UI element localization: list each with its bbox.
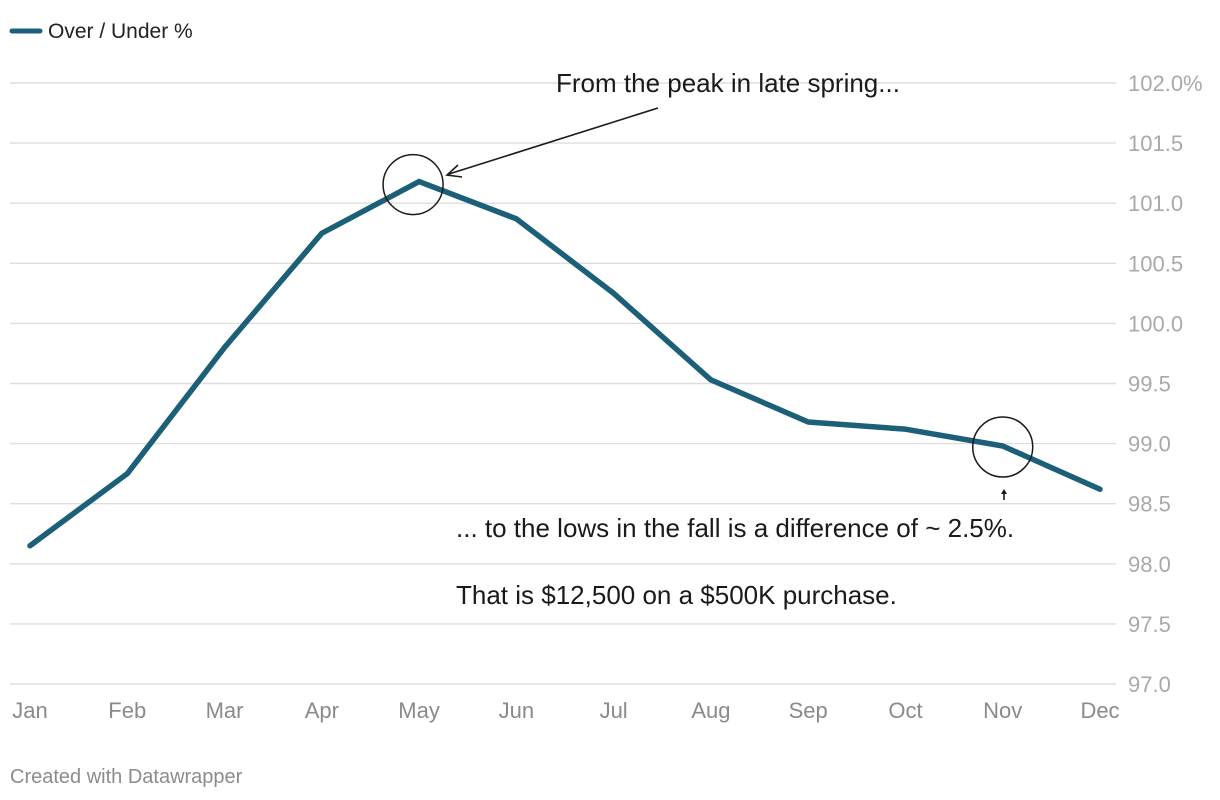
y-tick-label: 98.5 (1128, 492, 1171, 517)
x-tick-label: Jul (600, 698, 628, 723)
data-point (708, 377, 714, 383)
x-tick-label: Nov (983, 698, 1022, 723)
x-tick-label: Mar (206, 698, 244, 723)
credit-text: Created with Datawrapper (10, 766, 243, 788)
peak-arrow-head (445, 164, 463, 178)
data-point (1000, 443, 1006, 449)
x-axis-ticks: Jan Feb Mar Apr May Jun Jul Aug Sep Oct Nov Dec (12, 698, 1119, 723)
low-arrow-head (1001, 489, 1007, 494)
y-tick-label: 101.5 (1128, 131, 1183, 156)
data-point (319, 230, 325, 236)
peak-annotation-text: From the peak in late spring... (556, 68, 900, 98)
data-point (1097, 486, 1103, 492)
x-tick-label: Sep (789, 698, 828, 723)
series-line (27, 178, 1103, 549)
legend-label: Over / Under % (48, 20, 193, 43)
y-tick-label: 100.0 (1128, 311, 1183, 336)
data-point (513, 216, 519, 222)
x-tick-label: Jan (12, 698, 47, 723)
y-axis-ticks: 97.0 97.5 98.0 98.5 99.0 99.5 100.0 100.5 101.0 1… (1128, 71, 1203, 697)
y-tick-label: 98.0 (1128, 552, 1171, 577)
x-tick-label: Apr (305, 698, 339, 723)
x-tick-label: Aug (691, 698, 730, 723)
y-tick-label: 99.5 (1128, 372, 1171, 397)
data-point (611, 290, 617, 296)
x-tick-label: Oct (888, 698, 922, 723)
y-tick-label: 97.5 (1128, 612, 1171, 637)
y-tick-label: 102.0% (1128, 71, 1203, 96)
data-point (416, 179, 422, 185)
annotation-peak: From the peak in late spring... (382, 68, 900, 216)
x-tick-label: Dec (1080, 698, 1119, 723)
y-tick-label: 100.5 (1128, 251, 1183, 276)
peak-arrow-line (448, 107, 659, 175)
y-tick-label: 97.0 (1128, 672, 1171, 697)
x-tick-label: Feb (108, 698, 146, 723)
data-point (902, 426, 908, 432)
data-point (27, 543, 33, 549)
y-tick-label: 101.0 (1128, 191, 1183, 216)
data-point (805, 419, 811, 425)
series-layer (27, 178, 1103, 549)
x-tick-label: May (398, 698, 440, 723)
data-point (222, 344, 228, 350)
low-circle (971, 416, 1034, 478)
data-point (124, 471, 130, 477)
low-annotation-text: ... to the lows in the fall is a differe… (456, 513, 1014, 543)
purchase-note-text: That is $12,500 on a $500K purchase. (456, 580, 897, 610)
x-tick-label: Jun (499, 698, 534, 723)
legend: Over / Under % (9, 20, 193, 43)
y-tick-label: 99.0 (1128, 432, 1171, 457)
peak-circle (382, 153, 444, 216)
annotation-low: ... to the lows in the fall is a differe… (456, 416, 1034, 610)
